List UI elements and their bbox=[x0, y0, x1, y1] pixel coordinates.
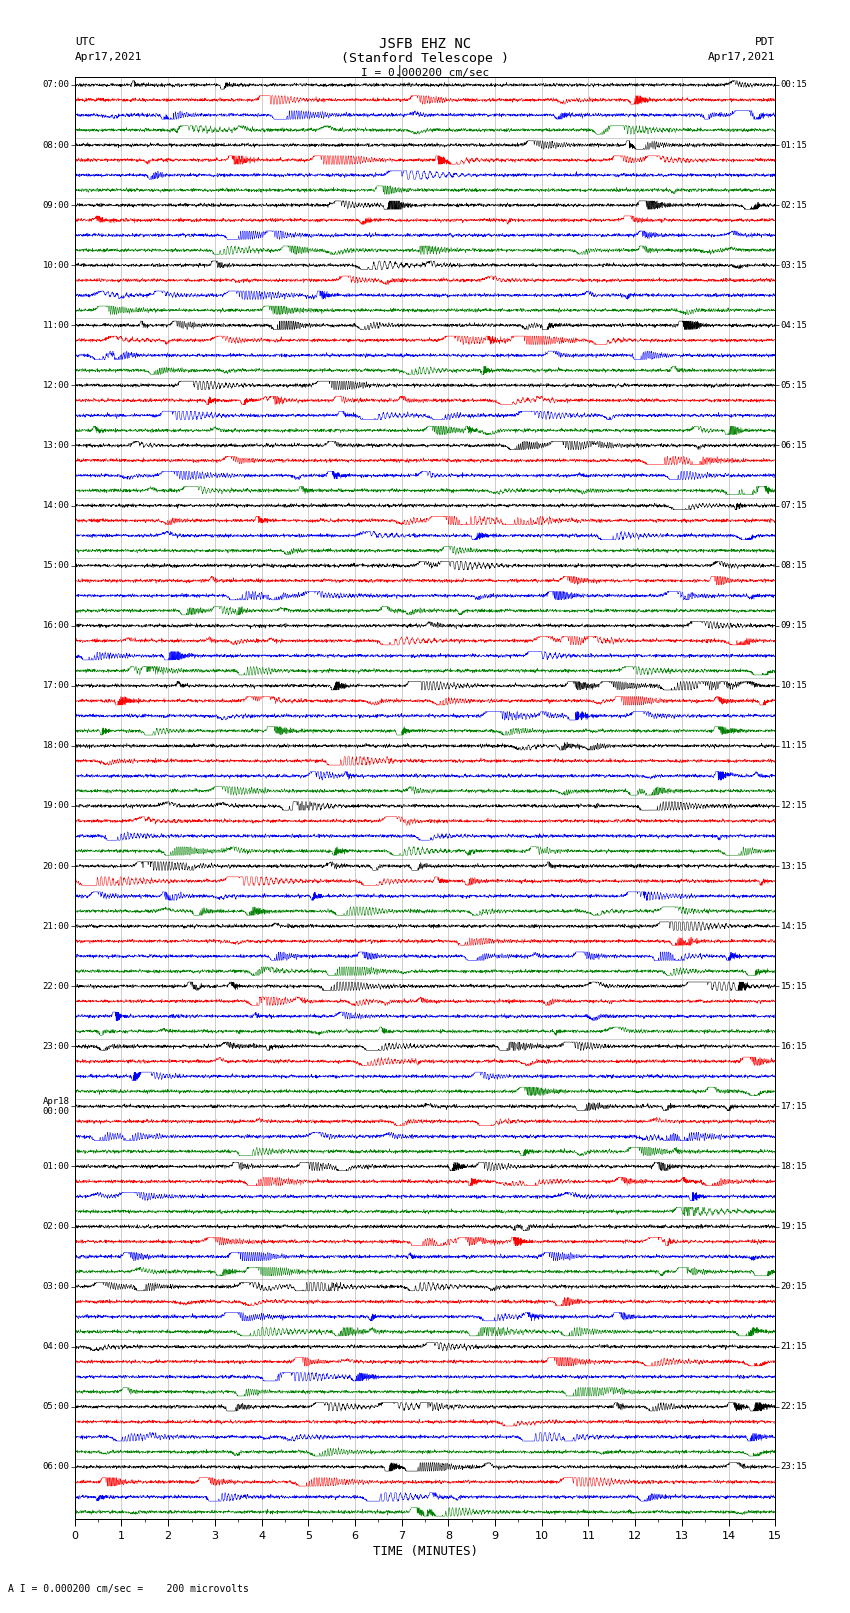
Text: UTC: UTC bbox=[75, 37, 95, 47]
Text: (Stanford Telescope ): (Stanford Telescope ) bbox=[341, 52, 509, 65]
Text: A I = 0.000200 cm/sec =    200 microvolts: A I = 0.000200 cm/sec = 200 microvolts bbox=[8, 1584, 249, 1594]
Text: PDT: PDT bbox=[755, 37, 775, 47]
Text: Apr17,2021: Apr17,2021 bbox=[708, 52, 775, 61]
Text: Apr17,2021: Apr17,2021 bbox=[75, 52, 142, 61]
Text: JSFB EHZ NC: JSFB EHZ NC bbox=[379, 37, 471, 52]
Text: I = 0.000200 cm/sec: I = 0.000200 cm/sec bbox=[361, 68, 489, 77]
X-axis label: TIME (MINUTES): TIME (MINUTES) bbox=[372, 1545, 478, 1558]
Text: |: | bbox=[396, 65, 403, 77]
